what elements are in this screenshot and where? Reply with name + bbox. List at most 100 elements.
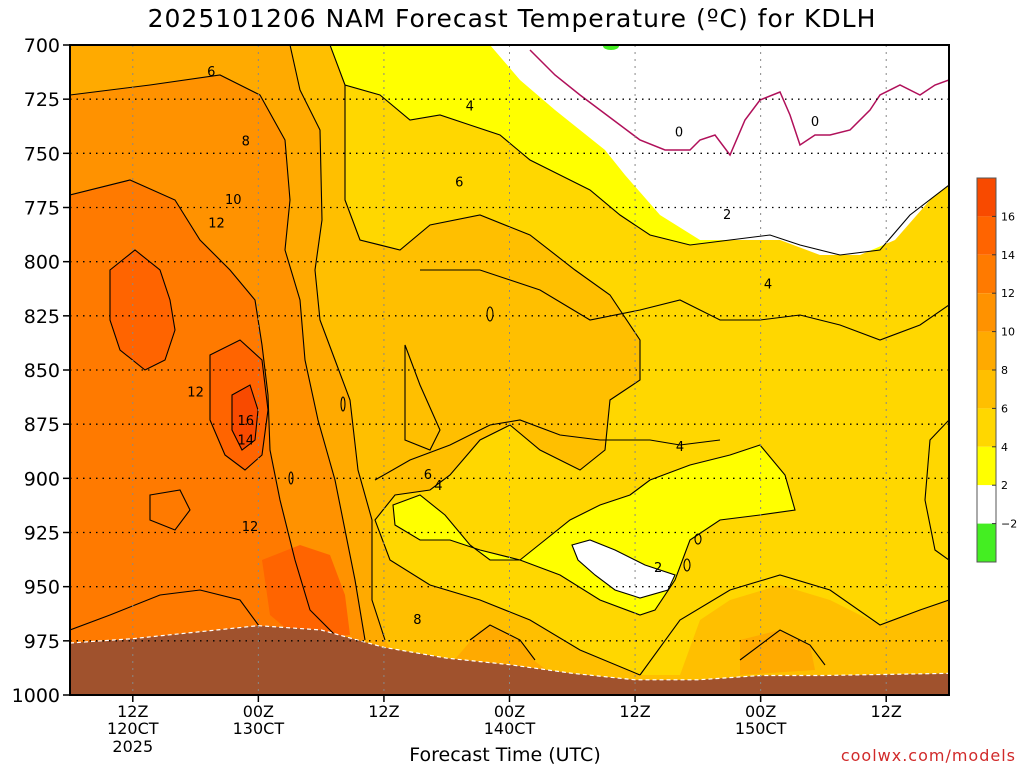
contour-label: 4 <box>764 277 772 292</box>
contour-line <box>288 471 294 485</box>
band-8-10-c <box>740 630 815 675</box>
contour-line <box>70 179 341 641</box>
x-tick-label: 12Z <box>619 702 650 721</box>
colorbar-swatch <box>977 293 996 332</box>
y-tick-label: 900 <box>24 468 60 490</box>
colorbar-label: −2 <box>1001 518 1017 531</box>
colorbar-label: 12 <box>1001 287 1015 300</box>
band-0-2 <box>490 45 949 255</box>
y-tick-label: 775 <box>24 198 60 220</box>
colorbar-swatch <box>977 523 996 562</box>
contour-line <box>209 339 269 471</box>
band-14-16 <box>110 250 175 370</box>
band-0-2-lower <box>572 540 675 598</box>
contour-label: 4 <box>676 440 684 455</box>
x-tick-date: 120CT <box>107 719 159 738</box>
x-axis-label: Forecast Time (UTC) <box>409 744 601 766</box>
site-credit: coolwx.com/models <box>840 746 1016 765</box>
y-tick-label: 825 <box>24 306 60 328</box>
terrain-fill <box>70 625 949 695</box>
colorbar: 16 14 12 10 8 6 4 2 −2 <box>976 177 1017 563</box>
contour-line <box>639 574 949 676</box>
contour-line <box>739 629 826 666</box>
contour-label: 16 <box>238 414 255 429</box>
contour-line <box>683 558 691 572</box>
colorbar-swatch <box>977 446 996 486</box>
colorbar-label: 6 <box>1001 402 1008 415</box>
terrain-edge <box>70 625 949 681</box>
contour-line <box>70 589 263 631</box>
y-tick-label: 850 <box>24 360 60 382</box>
contour-label: 4 <box>434 479 442 494</box>
x-tick-label: 00Z <box>243 702 274 721</box>
contour-label: 2 <box>654 561 662 576</box>
colorbar-swatch <box>977 178 996 217</box>
colorbar-label: 16 <box>1001 210 1015 223</box>
contour-label: 4 <box>466 100 474 115</box>
colorbar-swatch <box>977 370 996 409</box>
y-axis: 700 725 750 775 800 825 850 875 900 925 950 975 1000 <box>12 35 70 707</box>
contour-label: 10 <box>225 193 242 208</box>
y-tick-label: 925 <box>24 523 60 545</box>
contour-label: 14 <box>238 433 255 448</box>
x-tick-date: 130CT <box>233 719 285 738</box>
colorbar-swatch <box>977 216 996 255</box>
colorbar-label: 8 <box>1001 364 1008 377</box>
band-neg2-0 <box>603 45 619 50</box>
colorbar-swatch <box>977 254 996 294</box>
band-6-8-b <box>405 345 440 450</box>
y-tick-label: 1000 <box>12 685 60 707</box>
colorbar-label: 14 <box>1001 249 1015 262</box>
contour-lines <box>70 45 949 676</box>
contour-label: 6 <box>424 468 432 483</box>
contour-line <box>486 306 494 322</box>
colorbar-label: 10 <box>1001 326 1015 339</box>
contour-label: 2 <box>723 208 731 223</box>
y-tick-label: 975 <box>24 631 60 653</box>
contour-line <box>374 419 721 481</box>
x-tick-label: 12Z <box>117 702 148 721</box>
contour-label: 12 <box>187 386 204 401</box>
contour-line <box>392 444 796 616</box>
contour-line <box>231 384 259 451</box>
x-tick-label: 00Z <box>745 702 776 721</box>
contour-line <box>344 85 641 676</box>
colorbar-swatch <box>977 408 996 447</box>
contour-line <box>109 249 176 371</box>
contour-line <box>289 45 386 641</box>
y-tick-label: 700 <box>24 35 60 57</box>
contour-label: 12 <box>242 520 259 535</box>
x-tick-date: 140CT <box>484 719 536 738</box>
contour-label: 0 <box>811 115 819 130</box>
y-tick-label: 800 <box>24 252 60 274</box>
band-2-4-lower <box>393 445 795 615</box>
x-tick-date: 150CT <box>735 719 787 738</box>
contour-line <box>571 539 676 599</box>
contour-line <box>694 533 702 545</box>
contour-line <box>70 74 366 641</box>
contour-line <box>149 489 191 531</box>
y-tick-label: 725 <box>24 89 60 111</box>
band-8-10-b <box>470 625 535 665</box>
colorbar-swatch <box>977 331 996 370</box>
contour-line <box>340 396 346 412</box>
contour-label: 0 <box>675 126 683 141</box>
x-tick-year: 2025 <box>112 737 153 756</box>
x-tick-label: 12Z <box>871 702 902 721</box>
contour-label: 6 <box>455 176 463 191</box>
x-tick-label: 00Z <box>494 702 525 721</box>
zero-contour-line <box>529 49 949 157</box>
colorbar-label: 2 <box>1001 479 1008 492</box>
contour-line <box>329 45 949 256</box>
x-tick-label: 12Z <box>368 702 399 721</box>
colorbar-label: 4 <box>1001 441 1008 454</box>
y-tick-label: 875 <box>24 414 60 436</box>
contour-label: 12 <box>208 217 225 232</box>
band-16-18 <box>232 385 258 450</box>
y-tick-label: 750 <box>24 143 60 165</box>
contour-label: 8 <box>242 134 250 149</box>
contour-line <box>404 344 441 451</box>
